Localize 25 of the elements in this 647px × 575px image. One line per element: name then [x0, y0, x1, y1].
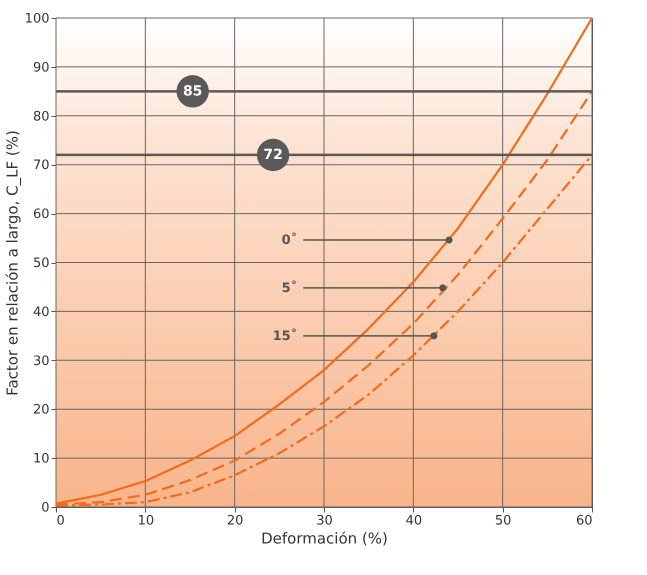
y-axis-title: Factor en relación a largo, C_LF (%) [4, 130, 22, 396]
y-tick-label: 100 [24, 12, 50, 26]
x-tick-label: 40 [406, 514, 422, 528]
y-tick-label: 70 [32, 158, 50, 174]
x-tick-label: 10 [138, 514, 154, 528]
ref-line-label: 85 [182, 83, 202, 100]
x-tick-label: 50 [494, 514, 512, 528]
x-tick-label: 0 [56, 514, 65, 528]
y-tick-label: 0 [41, 500, 50, 516]
y-tick-label: 60 [32, 207, 50, 222]
y-tick-label: 50 [32, 256, 50, 271]
annotation: 5˚ [282, 280, 298, 296]
x-tick-label: 60 [576, 514, 592, 528]
annotation: 15˚ [272, 328, 298, 344]
y-tick-label: 40 [32, 304, 50, 320]
y-tick-label: 90 [32, 60, 50, 76]
y-tick-label: 80 [32, 109, 50, 124]
y-tick-label: 20 [32, 402, 50, 418]
y-tick-label: 30 [32, 354, 50, 369]
ref-line-label: 72 [263, 146, 283, 163]
x-tick-label: 20 [226, 514, 244, 528]
x-axis-title: Deformación (%) [261, 530, 388, 548]
annotation: 0˚ [282, 232, 298, 248]
y-tick-label: 10 [32, 452, 50, 467]
x-tick-label: 30 [316, 514, 333, 528]
